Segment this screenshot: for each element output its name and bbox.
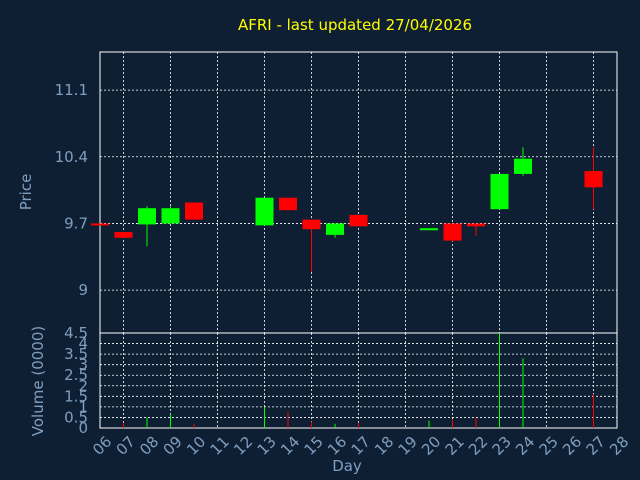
candle-body <box>161 208 180 224</box>
volume-y-tick-label: 1.5 <box>64 387 88 405</box>
candle-body <box>584 171 603 188</box>
x-tick-label: 21 <box>442 433 468 459</box>
chart-title: AFRI - last updated 27/04/2026 <box>238 16 472 34</box>
candle-body <box>91 223 109 226</box>
x-tick-label: 28 <box>606 433 632 459</box>
x-tick-label: 22 <box>465 433 491 459</box>
x-tick-label: 27 <box>583 433 609 459</box>
x-tick-label: 23 <box>489 433 515 459</box>
volume-grid <box>99 332 618 429</box>
volume-y-tick-label: 0.5 <box>64 408 88 426</box>
price-y-axis-label: Price <box>17 174 35 211</box>
volume-y-tick-label: 2.5 <box>64 366 88 384</box>
x-tick-label: 06 <box>89 433 115 459</box>
x-tick-label: 26 <box>559 433 585 459</box>
price-grid <box>99 51 618 334</box>
x-tick-label: 07 <box>113 433 139 459</box>
volume-y-tick-labels: 00.511.522.533.544.5 <box>64 324 88 437</box>
x-tick-label: 19 <box>395 433 421 459</box>
x-tick-label: 20 <box>418 433 444 459</box>
volume-y-tick-label: 3 <box>78 356 88 374</box>
price-y-tick-label: 11.1 <box>55 81 88 99</box>
x-tick-label: 12 <box>230 433 256 459</box>
price-y-tick-label: 10.4 <box>55 148 88 166</box>
candle-body <box>443 223 462 241</box>
candle-body <box>420 228 438 231</box>
volume-y-tick-label: 4.5 <box>64 324 88 342</box>
volume-bars <box>123 333 594 428</box>
candle-body <box>302 219 321 230</box>
x-tick-label: 24 <box>512 433 538 459</box>
candle-body <box>138 208 156 225</box>
x-tick-label: 10 <box>183 433 209 459</box>
price-y-tick-label: 9.7 <box>64 214 88 232</box>
x-tick-label: 14 <box>277 433 303 459</box>
volume-y-tick-label: 0 <box>78 419 88 437</box>
x-axis-label: Day <box>332 457 362 475</box>
candle-body <box>326 223 344 235</box>
x-tick-label: 18 <box>371 433 397 459</box>
volume-y-tick-label: 4 <box>78 335 88 353</box>
candle-body <box>279 197 297 211</box>
volume-y-axis-label: Volume (0000) <box>29 326 47 436</box>
candle-body <box>490 173 509 210</box>
candle-body <box>114 232 133 238</box>
volume-y-tick-label: 2 <box>78 377 88 395</box>
candle-body <box>185 202 203 220</box>
x-tick-label: 17 <box>348 433 374 459</box>
candle-body <box>514 158 532 174</box>
x-tick-labels: 0607080910111213141516171819202122232425… <box>89 433 632 459</box>
x-tick-label: 09 <box>160 433 186 459</box>
price-y-tick-labels: 9 9.7 10.4 11.1 <box>55 81 88 299</box>
candle-body <box>349 214 368 227</box>
x-tick-label: 13 <box>254 433 280 459</box>
x-tick-label: 08 <box>136 433 162 459</box>
candlestick-series <box>91 147 603 273</box>
volume-y-tick-label: 3.5 <box>64 345 88 363</box>
volume-y-tick-label: 1 <box>78 398 88 416</box>
x-tick-label: 25 <box>536 433 562 459</box>
price-y-tick-label: 9 <box>78 281 88 299</box>
x-tick-label: 11 <box>207 433 233 459</box>
candle-body <box>255 197 274 226</box>
candle-body <box>467 223 485 227</box>
x-tick-label: 15 <box>301 433 327 459</box>
x-tick-label: 16 <box>324 433 350 459</box>
